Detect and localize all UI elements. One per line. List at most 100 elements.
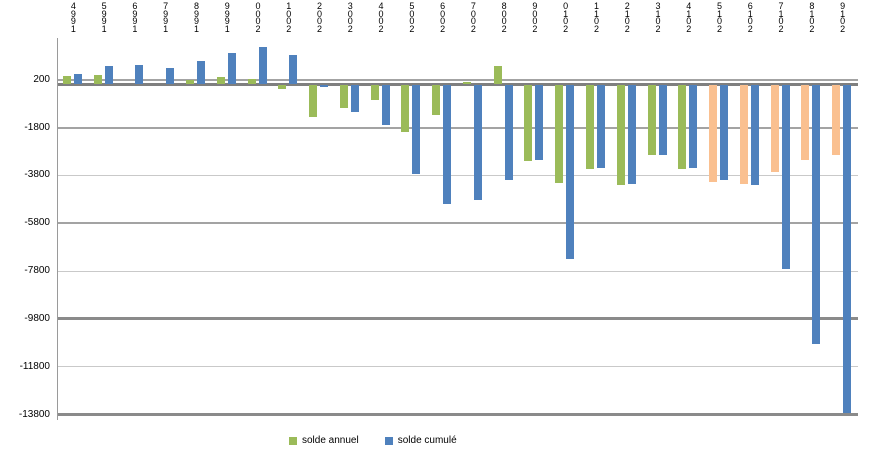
y-axis-tick-label: -1800	[24, 121, 50, 133]
bar-solde-cumule-2016	[750, 84, 759, 186]
bar-solde-annuel-2016	[739, 84, 748, 185]
gridline	[58, 413, 858, 417]
bar-solde-cumule-2001	[289, 55, 298, 85]
bar-solde-cumule-2003	[350, 84, 359, 112]
bar-solde-cumule-1995	[104, 65, 113, 85]
y-axis-tick-label: -9800	[24, 312, 50, 324]
bar-solde-cumule-2009	[535, 84, 544, 160]
bar-solde-annuel-2011	[585, 84, 594, 170]
bar-solde-cumule-2015	[720, 84, 729, 181]
bar-solde-cumule-2007	[473, 84, 482, 201]
bar-solde-cumule-2004	[381, 84, 390, 125]
bar-solde-annuel-1998	[185, 79, 194, 85]
gridline	[58, 270, 858, 272]
bar-solde-cumule-2018	[812, 84, 821, 345]
bar-solde-cumule-2012	[627, 84, 636, 185]
bar-solde-annuel-2003	[339, 84, 348, 108]
bar-solde-cumule-2008	[504, 84, 513, 181]
gridline	[58, 126, 858, 129]
bar-solde-annuel-2002	[309, 84, 318, 117]
bar-solde-cumule-1998	[196, 61, 205, 85]
bar-solde-cumule-2017	[781, 84, 790, 270]
bar-solde-cumule-2005	[412, 84, 421, 174]
bar-solde-cumule-2002	[320, 84, 329, 88]
bar-solde-annuel-2019	[832, 84, 841, 155]
bar-solde-annuel-2005	[401, 84, 410, 132]
bar-solde-annuel-2010	[555, 84, 564, 183]
bar-solde-cumule-2006	[443, 84, 452, 204]
y-axis-tick-label: -11800	[19, 360, 50, 372]
bar-solde-annuel-1994	[62, 76, 71, 85]
bar-solde-cumule-1997	[166, 68, 175, 85]
bar-solde-annuel-2009	[524, 84, 533, 162]
bar-solde-cumule-2019	[843, 84, 852, 414]
legend-swatch-annuel-icon	[289, 436, 297, 445]
legend: solde annuel solde cumulé	[289, 435, 457, 446]
bar-solde-annuel-2008	[493, 65, 502, 85]
bar-solde-annuel-2006	[432, 84, 441, 115]
legend-label-cumule: solde cumulé	[397, 435, 457, 446]
bar-solde-annuel-2007	[462, 81, 471, 85]
bar-solde-annuel-2000	[247, 78, 256, 85]
bar-solde-annuel-2001	[278, 84, 287, 89]
bar-solde-annuel-1995	[93, 75, 102, 85]
gridline	[58, 366, 858, 368]
bar-solde-annuel-2015	[709, 84, 718, 182]
y-axis-tick-label: -3800	[24, 169, 50, 181]
y-axis-tick-label: -5800	[24, 217, 50, 229]
bar-solde-annuel-2012	[616, 84, 625, 185]
y-axis-line	[57, 38, 58, 420]
bar-solde-cumule-1996	[135, 65, 144, 85]
gridline	[58, 78, 858, 81]
y-axis-tick-label: -13800	[18, 408, 50, 420]
bar-solde-cumule-2013	[658, 84, 667, 155]
y-axis-tick-label: -7800	[24, 265, 50, 277]
legend-swatch-cumule-icon	[384, 436, 393, 445]
zero-axis-line	[58, 83, 858, 86]
legend-item-solde-annuel: solde annuel	[289, 435, 359, 446]
bar-solde-cumule-2010	[566, 84, 575, 260]
gridline	[58, 317, 858, 321]
gridline	[58, 222, 858, 225]
gridline	[58, 174, 858, 176]
bar-solde-cumule-2011	[596, 84, 605, 169]
bar-solde-annuel-2017	[770, 84, 779, 173]
bar-solde-cumule-1994	[73, 74, 82, 85]
bar-solde-annuel-2018	[801, 84, 810, 160]
bar-solde-annuel-2014	[678, 84, 687, 170]
legend-item-solde-cumule: solde cumulé	[384, 435, 457, 446]
bar-solde-cumule-2000	[258, 47, 267, 85]
bar-solde-annuel-1999	[216, 76, 225, 85]
bar-solde-cumule-1999	[227, 53, 236, 85]
bar-solde-annuel-2004	[370, 84, 379, 101]
y-axis-tick-label: 200	[33, 73, 50, 85]
legend-label-annuel: solde annuel	[302, 435, 359, 446]
